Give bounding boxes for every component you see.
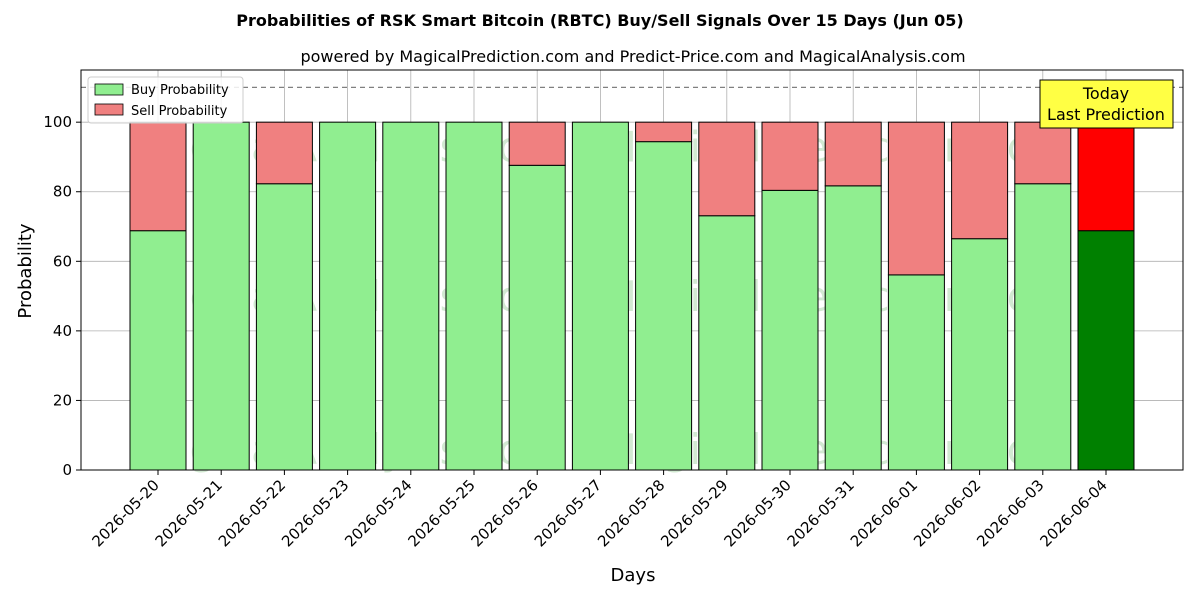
x-tick-label: 2026-05-31	[784, 476, 858, 550]
x-tick-label: 2026-05-28	[594, 476, 668, 550]
x-tick-label: 2026-05-26	[468, 476, 542, 550]
bar-buy-2026-05-23	[319, 121, 377, 471]
bar-sell-2026-06-01	[887, 121, 945, 276]
annotation-line1: Today	[1082, 84, 1129, 103]
x-tick-label: 2026-06-01	[847, 476, 921, 550]
bar-sell-2026-05-28	[635, 121, 693, 143]
bar-buy-2026-06-01	[887, 274, 945, 471]
y-tick-label: 40	[53, 322, 72, 340]
bar-sell-2026-05-30	[761, 121, 819, 191]
bar-buy-2026-05-22	[255, 183, 313, 471]
bar-buy-2026-05-26	[508, 164, 566, 471]
x-tick-label: 2026-06-04	[1036, 476, 1110, 550]
bar-sell-2026-05-26	[508, 121, 566, 166]
x-tick-label: 2026-05-21	[152, 476, 226, 550]
chart-title: Probabilities of RSK Smart Bitcoin (RBTC…	[236, 11, 963, 30]
bar-buy-2026-05-28	[635, 141, 693, 471]
y-tick-label: 100	[43, 113, 72, 131]
annotation-box	[1039, 79, 1174, 129]
y-axis-ticks: 0 20 40 60 80 100	[43, 113, 81, 479]
x-tick-label: 2026-05-20	[88, 476, 162, 550]
today-annotation: Today Last Prediction	[1039, 79, 1174, 129]
bar-sell-2026-06-02	[951, 121, 1009, 240]
bar-buy-2026-05-25	[445, 121, 503, 471]
x-tick-label: 2026-05-22	[215, 476, 289, 550]
bar-sell-2026-06-04	[1077, 121, 1135, 232]
legend-swatch-sell	[94, 103, 124, 116]
plot-frame	[80, 69, 1184, 471]
legend-box	[87, 76, 244, 124]
bar-sell-2026-05-20	[129, 121, 187, 232]
bar-sell-2026-05-29	[698, 121, 756, 217]
x-tick-label: 2026-05-24	[341, 476, 415, 550]
bar-buy-2026-05-27	[571, 121, 629, 471]
bar-sell-2026-05-31	[824, 121, 882, 187]
x-tick-label: 2026-06-03	[973, 476, 1047, 550]
x-tick-label: 2026-05-23	[278, 476, 352, 550]
bar-buy-2026-06-04	[1077, 230, 1135, 471]
y-axis-label: Probability	[15, 223, 36, 318]
annotation-line2: Last Prediction	[1047, 105, 1165, 124]
bar-sell-2026-05-22	[255, 121, 313, 185]
x-tick-label: 2026-05-27	[531, 476, 605, 550]
bar-buy-2026-05-24	[382, 121, 440, 471]
y-tick-label: 0	[62, 461, 72, 479]
bar-buy-2026-05-21	[192, 121, 250, 471]
bar-buy-2026-05-29	[698, 215, 756, 471]
x-tick-label: 2026-05-29	[657, 476, 731, 550]
bar-buy-2026-06-03	[1014, 183, 1072, 471]
legend-label-buy: Buy Probability	[131, 83, 229, 98]
bar-buy-2026-06-02	[951, 238, 1009, 471]
y-tick-label: 80	[53, 183, 72, 201]
bar-buy-2026-05-30	[761, 189, 819, 471]
legend: Buy Probability Sell Probability	[87, 76, 244, 124]
legend-label-sell: Sell Probability	[131, 104, 228, 119]
chart-subtitle: powered by MagicalPrediction.com and Pre…	[300, 47, 965, 66]
legend-swatch-buy	[94, 83, 124, 96]
bars	[129, 121, 1135, 471]
y-tick-label: 60	[53, 252, 72, 270]
x-axis-label: Days	[611, 565, 656, 586]
x-tick-label: 2026-05-30	[720, 476, 794, 550]
bar-buy-2026-05-31	[824, 185, 882, 471]
x-tick-label: 2026-06-02	[910, 476, 984, 550]
y-tick-label: 20	[53, 391, 72, 409]
bar-buy-2026-05-20	[129, 230, 187, 471]
x-axis-ticks: 2026-05-202026-05-212026-05-222026-05-23…	[88, 470, 1111, 550]
x-tick-label: 2026-05-25	[404, 476, 478, 550]
bar-sell-2026-06-03	[1014, 121, 1072, 185]
